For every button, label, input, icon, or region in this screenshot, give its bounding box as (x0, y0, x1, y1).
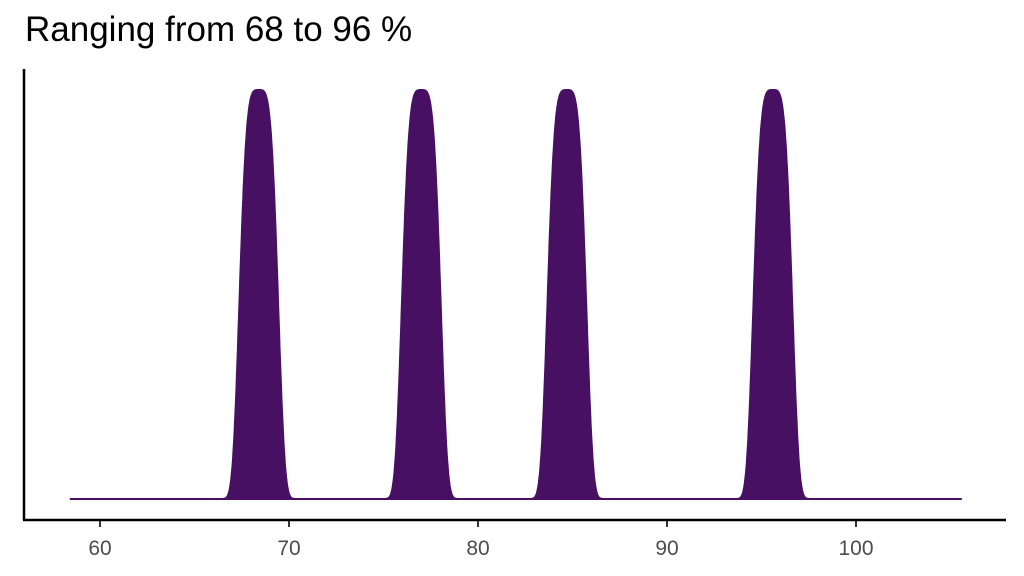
chart-title: Ranging from 68 to 96 % (25, 10, 413, 49)
x-axis-ticks: 60 70 80 90 100 (88, 521, 874, 560)
x-tick-label: 90 (655, 537, 678, 560)
x-tick-label: 60 (88, 537, 111, 560)
x-tick-label: 70 (277, 537, 300, 560)
x-tick-label: 80 (466, 537, 489, 560)
density-area (69, 89, 962, 500)
x-tick-label: 100 (838, 537, 873, 560)
